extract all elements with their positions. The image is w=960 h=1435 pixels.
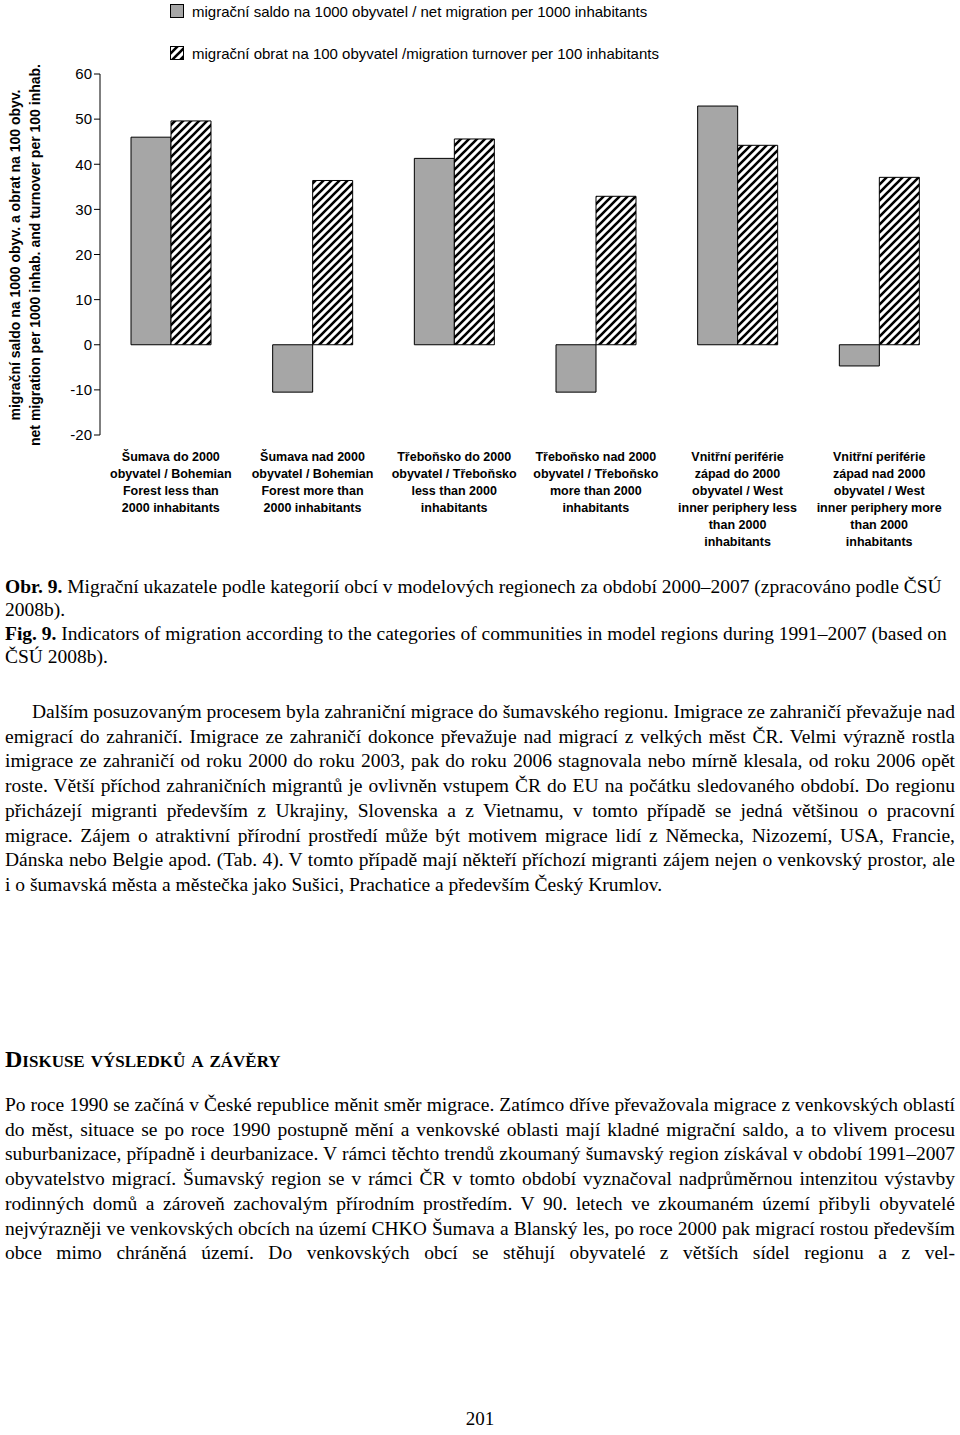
svg-text:net migration per 1000 inhab.: net migration per 1000 inhab. and turnov… bbox=[27, 64, 43, 446]
html-text:Obr. 9. Migrační ukazatele pod: Obr. 9. Migrační ukazatele podle kategor… bbox=[5, 576, 942, 620]
html-text:migrační saldo na 1000 obyvate: migrační saldo na 1000 obyvatel / net mi… bbox=[192, 2, 648, 20]
svg-text:50: 50 bbox=[75, 110, 92, 127]
svg-text:Vnitřní perifériezápad do 2000: Vnitřní perifériezápad do 2000obyvatel /… bbox=[678, 450, 797, 549]
svg-text:20: 20 bbox=[75, 246, 92, 263]
svg-text:Vnitřní perifériezápad nad 200: Vnitřní perifériezápad nad 2000obyvatel … bbox=[817, 450, 942, 549]
html-text:Fig. 9. Indicators of migratio: Fig. 9. Indicators of migration accordin… bbox=[5, 623, 947, 667]
html-text:Dalším posuzovaným procesem by: Dalším posuzovaným procesem byla zahrani… bbox=[5, 701, 955, 895]
svg-text:-20: -20 bbox=[70, 426, 92, 443]
svg-text:30: 30 bbox=[75, 201, 92, 218]
svg-text:Třeboňsko nad 2000obyvatel / T: Třeboňsko nad 2000obyvatel / Třeboňskomo… bbox=[533, 450, 658, 515]
svg-text:-10: -10 bbox=[70, 381, 92, 398]
html-text:Po roce 1990 se začíná v České: Po roce 1990 se začíná v České republice… bbox=[5, 1094, 955, 1264]
html-text:migrační obrat na 100 obyvatel: migrační obrat na 100 obyvatel /migratio… bbox=[192, 44, 659, 62]
svg-text:Šumava do 2000obyvatel / Bohem: Šumava do 2000obyvatel / BohemianForest … bbox=[110, 449, 232, 515]
svg-text:60: 60 bbox=[75, 65, 92, 82]
svg-text:Třeboňsko do 2000obyvatel / Tř: Třeboňsko do 2000obyvatel / Třeboňskoles… bbox=[392, 450, 517, 515]
svg-text:40: 40 bbox=[75, 156, 92, 173]
svg-text:0: 0 bbox=[84, 336, 92, 353]
html-text:Diskuse výsledků a závěry: Diskuse výsledků a závěry bbox=[5, 1046, 281, 1072]
svg-text:10: 10 bbox=[75, 291, 92, 308]
svg-text:Šumava nad 2000obyvatel / Bohe: Šumava nad 2000obyvatel / BohemianForest… bbox=[252, 449, 374, 515]
html-text:201: 201 bbox=[465, 1408, 495, 1429]
svg-text:migrační saldo na 1000 obyv. a: migrační saldo na 1000 obyv. a obrat na … bbox=[8, 90, 23, 421]
